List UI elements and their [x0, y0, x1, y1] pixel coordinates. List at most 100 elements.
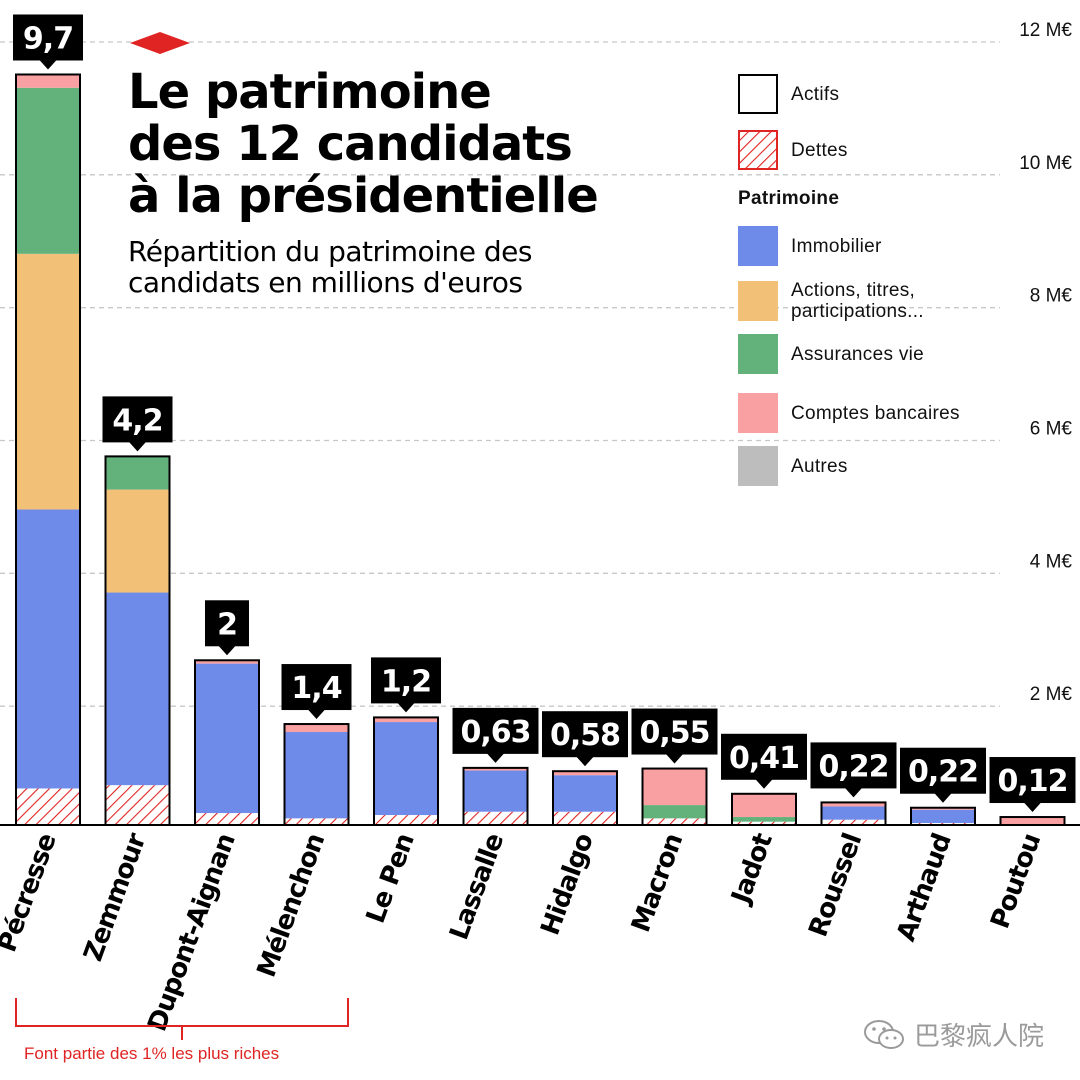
bar-segment-actions-titres-participations- — [16, 253, 80, 510]
value-label-box — [281, 664, 352, 711]
legend-item-assurances: Assurances vie — [738, 334, 924, 374]
y-tick-label: 2 M€ — [1030, 684, 1073, 705]
bar-segment-immobilier — [911, 809, 975, 824]
bar-segment-dettes — [732, 821, 796, 825]
subtitle-line-1: Répartition du patrimoine des — [128, 235, 532, 268]
subtitle-line-2: candidats en millions d'euros — [128, 266, 523, 299]
bar-segment-comptes-bancaires — [195, 660, 259, 664]
bar-segment-comptes-bancaires — [821, 802, 886, 807]
value-label-pointer — [665, 753, 684, 764]
legend-item-comptes: Comptes bancaires — [738, 393, 960, 433]
x-label-melenchon: Mélenchon — [252, 830, 331, 981]
bar-segment-dettes — [374, 815, 438, 825]
value-label-roussel: 0,22 — [810, 742, 897, 798]
bracket — [15, 998, 349, 1040]
value-label-pointer — [397, 702, 415, 713]
x-label-macron: Macron — [626, 830, 689, 936]
bar-poutou — [999, 816, 1066, 827]
value-label-box — [900, 747, 986, 794]
y-tick-label: 6 M€ — [1030, 419, 1073, 440]
value-label-pecresse: 9,7 — [13, 14, 83, 70]
value-label-text: 1,4 — [291, 671, 341, 706]
bar-segment-comptes-bancaires — [1000, 817, 1065, 825]
value-label-poutou: 0,12 — [989, 757, 1076, 813]
bar-segment-comptes-bancaires — [463, 767, 528, 771]
legend-label-assurances: Assurances vie — [791, 343, 925, 365]
value-label-text: 1,2 — [381, 664, 431, 699]
legend-swatch-assurances — [738, 334, 778, 374]
value-label-box — [102, 396, 173, 443]
value-label-box — [810, 742, 897, 789]
y-tick-label: 4 M€ — [1030, 551, 1073, 572]
x-label-dupont-aignan: Dupont-Aignan — [142, 830, 241, 1035]
legend-label-autres: Autres — [791, 455, 848, 477]
bar-segment-immobilier — [105, 592, 170, 786]
bar-segment-dettes — [821, 819, 886, 825]
legend-heading-patrimoine: Patrimoine — [738, 188, 840, 209]
legend-item-immobilier: Immobilier — [738, 226, 882, 266]
bar-zemmour — [104, 455, 171, 826]
value-label-box — [371, 657, 441, 704]
legend-swatch-actions — [738, 281, 778, 321]
value-labels: 9,7 4,2 2 1,4 1,2 0,63 0,58 0,55 0,41 0,22 0,22 0,1… — [13, 14, 1076, 813]
watermark: 巴黎疯人院 — [862, 1016, 1044, 1053]
bar-lassalle — [462, 766, 529, 826]
value-label-arthaud: 0,22 — [900, 747, 986, 803]
value-label-pointer — [755, 778, 773, 789]
value-label-text: 2 — [217, 607, 237, 642]
value-label-jadot: 0,41 — [721, 733, 807, 789]
bar-pecresse — [15, 73, 81, 827]
legend-swatch-comptes — [738, 393, 778, 433]
title-line-3: à la présidentielle — [128, 168, 599, 224]
x-label-roussel: Roussel — [803, 830, 868, 941]
legend-label-dettes: Dettes — [791, 139, 848, 161]
y-tick-label: 12 M€ — [1019, 20, 1072, 41]
legend-label-immobilier: Immobilier — [791, 235, 882, 257]
x-label-hidalgo: Hidalgo — [535, 830, 599, 939]
value-label-box — [13, 14, 83, 61]
bar-segment-immobilier — [821, 806, 886, 820]
red-diamond-icon — [130, 32, 190, 54]
value-label-box — [721, 733, 807, 780]
value-label-melenchon: 1,4 — [281, 664, 352, 720]
value-label-macron: 0,55 — [631, 708, 718, 764]
bar-segment-assurances-vie — [16, 87, 80, 254]
bar-segment-immobilier — [374, 722, 438, 816]
value-label-text: 0,22 — [908, 755, 978, 790]
legend-label-actions: Actions, titres, participations... — [791, 280, 924, 322]
x-label-jadot: Jadot — [725, 830, 778, 910]
bar-melenchon — [283, 723, 350, 827]
bar-segment-immobilier — [195, 663, 259, 814]
value-label-text: 0,41 — [729, 741, 799, 776]
bar-segment-immobilier — [463, 770, 528, 812]
chart-subtitle: Répartition du patrimoine des candidats … — [128, 236, 532, 298]
title-line-1: Le patrimoine — [128, 64, 492, 120]
value-label-dupont-aignan: 2 — [205, 600, 249, 656]
value-label-pointer — [1023, 802, 1042, 813]
x-label-pecresse: Pécresse — [0, 830, 63, 956]
y-tick-label: 10 M€ — [1019, 153, 1072, 174]
y-gridlines: 2 M€ 4 M€ 6 M€ 8 M€ 10 M€ 12 M€ — [0, 20, 1073, 707]
bar-segment-dettes — [195, 813, 259, 825]
legend-swatch-immobilier — [738, 226, 778, 266]
legend-label-actions-line1: Actions, titres, — [791, 280, 916, 301]
bar-segment-dettes — [284, 818, 349, 825]
value-label-box — [205, 600, 249, 647]
title-line-2: des 12 candidats — [128, 116, 573, 172]
bar-segment-assurances-vie — [105, 456, 170, 490]
bar-segment-immobilier — [553, 775, 617, 812]
bar-le-pen — [373, 716, 439, 827]
bar-roussel — [820, 801, 887, 827]
bracket-label: Font partie des 1% les plus riches — [24, 1044, 280, 1063]
value-label-le-pen: 1,2 — [371, 657, 441, 713]
value-label-box — [631, 708, 718, 755]
value-label-text: 4,2 — [112, 403, 162, 438]
value-label-zemmour: 4,2 — [102, 396, 173, 452]
bar-segment-assurances-vie — [642, 805, 707, 819]
legend-label-actions-line2: participations... — [791, 301, 924, 322]
x-label-zemmour: Zemmour — [78, 829, 152, 965]
value-label-pointer — [934, 792, 952, 803]
value-label-text: 0,22 — [818, 749, 888, 784]
legend-item-dettes: Dettes — [738, 130, 848, 170]
